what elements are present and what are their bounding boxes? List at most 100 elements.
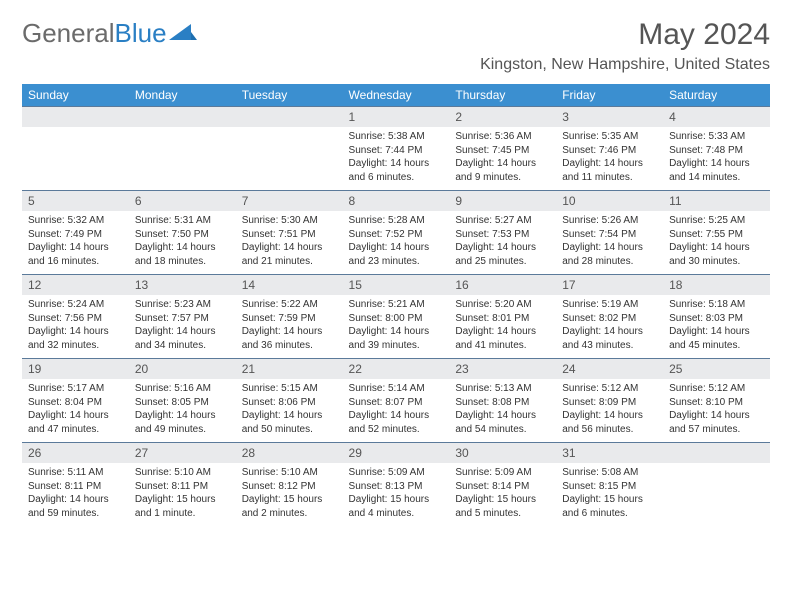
day-body: Sunrise: 5:10 AMSunset: 8:12 PMDaylight:… — [236, 463, 343, 526]
day-line: Sunset: 7:46 PM — [562, 144, 657, 158]
day-body: Sunrise: 5:26 AMSunset: 7:54 PMDaylight:… — [556, 211, 663, 274]
day-line: Sunrise: 5:08 AM — [562, 466, 657, 480]
day-line: Sunset: 8:03 PM — [669, 312, 764, 326]
day-line: Sunrise: 5:35 AM — [562, 130, 657, 144]
day-line: Daylight: 14 hours — [28, 409, 123, 423]
day-body: Sunrise: 5:13 AMSunset: 8:08 PMDaylight:… — [449, 379, 556, 442]
weekday-header: Monday — [129, 84, 236, 106]
day-line: Sunrise: 5:24 AM — [28, 298, 123, 312]
day-line: Sunrise: 5:30 AM — [242, 214, 337, 228]
day-line: Daylight: 14 hours — [28, 241, 123, 255]
day-line: Sunset: 8:10 PM — [669, 396, 764, 410]
day-line: and 18 minutes. — [135, 255, 230, 269]
day-line: Sunset: 7:52 PM — [349, 228, 444, 242]
day-line: Sunset: 8:06 PM — [242, 396, 337, 410]
day-number: 23 — [449, 358, 556, 379]
day-line: and 25 minutes. — [455, 255, 550, 269]
calendar-day-cell: 12Sunrise: 5:24 AMSunset: 7:56 PMDayligh… — [22, 274, 129, 358]
day-line: Sunset: 7:56 PM — [28, 312, 123, 326]
day-body: Sunrise: 5:23 AMSunset: 7:57 PMDaylight:… — [129, 295, 236, 358]
day-line: Sunrise: 5:20 AM — [455, 298, 550, 312]
calendar-day-cell: 23Sunrise: 5:13 AMSunset: 8:08 PMDayligh… — [449, 358, 556, 442]
day-line: Daylight: 14 hours — [349, 157, 444, 171]
day-line: and 6 minutes. — [349, 171, 444, 185]
calendar-day-cell — [22, 106, 129, 190]
day-number: 27 — [129, 442, 236, 463]
day-number: 20 — [129, 358, 236, 379]
calendar-day-cell: 29Sunrise: 5:09 AMSunset: 8:13 PMDayligh… — [343, 442, 450, 526]
brand-part1: General — [22, 18, 115, 49]
day-number: 31 — [556, 442, 663, 463]
day-line: Daylight: 14 hours — [562, 325, 657, 339]
day-line: and 39 minutes. — [349, 339, 444, 353]
month-title: May 2024 — [480, 18, 770, 52]
day-line: Sunset: 7:50 PM — [135, 228, 230, 242]
day-line: Sunrise: 5:15 AM — [242, 382, 337, 396]
day-line: Daylight: 14 hours — [349, 325, 444, 339]
day-number: 9 — [449, 190, 556, 211]
calendar-day-cell: 17Sunrise: 5:19 AMSunset: 8:02 PMDayligh… — [556, 274, 663, 358]
day-body: Sunrise: 5:32 AMSunset: 7:49 PMDaylight:… — [22, 211, 129, 274]
day-line: Sunrise: 5:09 AM — [349, 466, 444, 480]
calendar-day-cell: 21Sunrise: 5:15 AMSunset: 8:06 PMDayligh… — [236, 358, 343, 442]
day-body: Sunrise: 5:24 AMSunset: 7:56 PMDaylight:… — [22, 295, 129, 358]
location-text: Kingston, New Hampshire, United States — [480, 56, 770, 74]
day-number — [22, 106, 129, 127]
day-line: and 36 minutes. — [242, 339, 337, 353]
day-number — [129, 106, 236, 127]
day-number: 7 — [236, 190, 343, 211]
calendar-day-cell: 16Sunrise: 5:20 AMSunset: 8:01 PMDayligh… — [449, 274, 556, 358]
day-line: and 1 minute. — [135, 507, 230, 521]
day-line: Daylight: 14 hours — [455, 409, 550, 423]
day-line: Sunrise: 5:11 AM — [28, 466, 123, 480]
day-line: and 11 minutes. — [562, 171, 657, 185]
day-line: Daylight: 14 hours — [242, 325, 337, 339]
day-body: Sunrise: 5:36 AMSunset: 7:45 PMDaylight:… — [449, 127, 556, 190]
calendar-day-cell — [129, 106, 236, 190]
day-line: and 54 minutes. — [455, 423, 550, 437]
day-number: 8 — [343, 190, 450, 211]
calendar-day-cell: 9Sunrise: 5:27 AMSunset: 7:53 PMDaylight… — [449, 190, 556, 274]
calendar-day-cell: 28Sunrise: 5:10 AMSunset: 8:12 PMDayligh… — [236, 442, 343, 526]
day-line: Daylight: 14 hours — [455, 325, 550, 339]
brand-logo: GeneralBlue — [22, 18, 197, 49]
day-line: Daylight: 14 hours — [242, 409, 337, 423]
day-line: Sunrise: 5:36 AM — [455, 130, 550, 144]
day-line: Sunset: 8:14 PM — [455, 480, 550, 494]
calendar-day-cell: 22Sunrise: 5:14 AMSunset: 8:07 PMDayligh… — [343, 358, 450, 442]
day-line: Sunset: 8:05 PM — [135, 396, 230, 410]
day-line: and 50 minutes. — [242, 423, 337, 437]
day-body: Sunrise: 5:27 AMSunset: 7:53 PMDaylight:… — [449, 211, 556, 274]
day-line: Sunset: 7:49 PM — [28, 228, 123, 242]
day-body: Sunrise: 5:16 AMSunset: 8:05 PMDaylight:… — [129, 379, 236, 442]
day-line: Sunset: 8:07 PM — [349, 396, 444, 410]
day-line: Daylight: 15 hours — [242, 493, 337, 507]
day-number: 4 — [663, 106, 770, 127]
day-line: Sunset: 7:51 PM — [242, 228, 337, 242]
day-body: Sunrise: 5:12 AMSunset: 8:09 PMDaylight:… — [556, 379, 663, 442]
day-body: Sunrise: 5:10 AMSunset: 8:11 PMDaylight:… — [129, 463, 236, 526]
brand-part2: Blue — [115, 18, 167, 49]
calendar-week-row: 12Sunrise: 5:24 AMSunset: 7:56 PMDayligh… — [22, 274, 770, 358]
day-line: Sunset: 7:55 PM — [669, 228, 764, 242]
calendar-day-cell: 26Sunrise: 5:11 AMSunset: 8:11 PMDayligh… — [22, 442, 129, 526]
day-line: Sunrise: 5:10 AM — [242, 466, 337, 480]
weekday-header: Thursday — [449, 84, 556, 106]
day-line: Sunrise: 5:18 AM — [669, 298, 764, 312]
day-number: 26 — [22, 442, 129, 463]
day-line: and 6 minutes. — [562, 507, 657, 521]
day-line: Daylight: 14 hours — [135, 409, 230, 423]
day-line: and 41 minutes. — [455, 339, 550, 353]
day-line: and 2 minutes. — [242, 507, 337, 521]
day-line: Sunset: 7:48 PM — [669, 144, 764, 158]
day-line: Daylight: 14 hours — [349, 241, 444, 255]
day-number: 15 — [343, 274, 450, 295]
day-number: 5 — [22, 190, 129, 211]
page-header: GeneralBlue May 2024 Kingston, New Hamps… — [22, 18, 770, 74]
day-number: 6 — [129, 190, 236, 211]
day-line: and 45 minutes. — [669, 339, 764, 353]
day-line: and 56 minutes. — [562, 423, 657, 437]
weekday-header: Saturday — [663, 84, 770, 106]
day-line: Daylight: 14 hours — [135, 325, 230, 339]
day-body: Sunrise: 5:33 AMSunset: 7:48 PMDaylight:… — [663, 127, 770, 190]
